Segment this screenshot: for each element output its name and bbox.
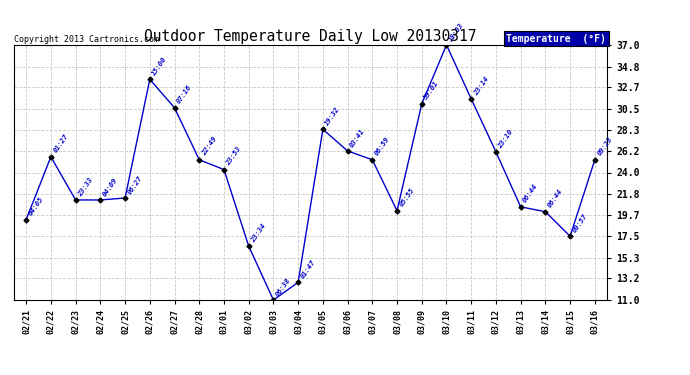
Text: 22:49: 22:49 xyxy=(201,136,218,157)
Text: 06:27: 06:27 xyxy=(126,174,144,195)
Text: 01:27: 01:27 xyxy=(52,133,70,154)
Text: 23:14: 23:14 xyxy=(473,75,490,96)
Text: 23:10: 23:10 xyxy=(497,128,515,149)
Text: 59:01: 59:01 xyxy=(423,80,440,101)
Text: 23:34: 23:34 xyxy=(250,222,267,243)
Text: 04:09: 04:09 xyxy=(101,176,119,197)
Text: 06:44: 06:44 xyxy=(546,188,564,209)
Text: 03:41: 03:41 xyxy=(349,127,366,148)
Text: 01:47: 01:47 xyxy=(299,259,317,280)
Text: Copyright 2013 Cartronics.com: Copyright 2013 Cartronics.com xyxy=(14,35,159,44)
Text: Temperature  (°F): Temperature (°F) xyxy=(506,34,607,44)
Text: 06:44: 06:44 xyxy=(522,183,539,204)
Text: 04:05: 04:05 xyxy=(28,196,45,217)
Text: 06:38: 06:38 xyxy=(275,276,292,297)
Text: 19:32: 19:32 xyxy=(324,106,342,127)
Text: 15:00: 15:00 xyxy=(151,56,168,76)
Text: 09:23: 09:23 xyxy=(596,136,613,157)
Title: Outdoor Temperature Daily Low 20130317: Outdoor Temperature Daily Low 20130317 xyxy=(144,29,477,44)
Text: 07:16: 07:16 xyxy=(176,84,193,105)
Text: 23:53: 23:53 xyxy=(226,146,242,167)
Text: 23:33: 23:33 xyxy=(77,176,94,197)
Text: 18:03: 18:03 xyxy=(448,21,465,42)
Text: 06:59: 06:59 xyxy=(374,136,391,157)
Text: 05:55: 05:55 xyxy=(398,187,415,208)
Text: 00:57: 00:57 xyxy=(571,213,589,234)
